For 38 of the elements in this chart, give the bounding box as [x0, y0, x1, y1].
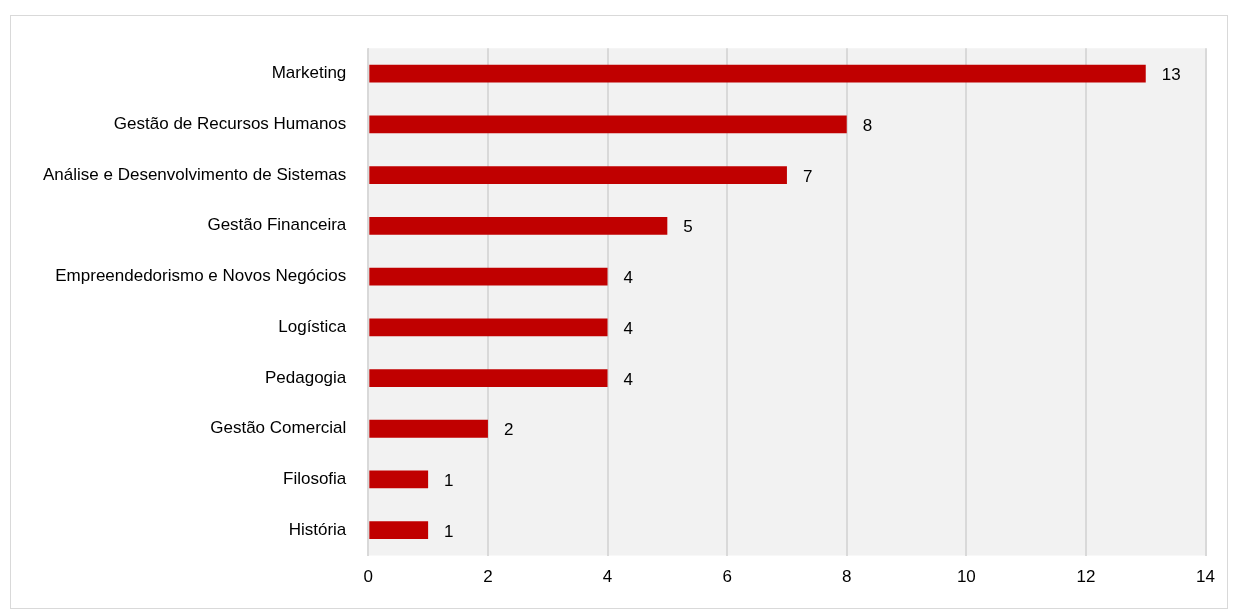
data-label: 13 — [1161, 65, 1181, 85]
x-tick-label: 0 — [363, 567, 374, 587]
y-tick-label: Logística — [278, 316, 347, 336]
bar — [369, 369, 608, 387]
bar — [369, 419, 488, 438]
y-tick-label: Gestão Financeira — [207, 215, 347, 235]
bar — [369, 470, 429, 489]
bar — [369, 216, 668, 235]
y-tick-label: História — [288, 519, 347, 539]
x-tick-label: 10 — [956, 567, 976, 587]
y-tick-label: Análise e Desenvolvimento de Sistemas — [42, 164, 347, 184]
y-tick-label: Pedagogia — [265, 367, 347, 387]
x-tick-label: 2 — [483, 567, 493, 587]
y-tick-label: Gestão de Recursos Humanos — [113, 114, 347, 133]
bar — [369, 318, 608, 337]
data-label: 4 — [623, 268, 633, 288]
data-label: 2 — [503, 420, 514, 440]
x-tick-label: 6 — [722, 567, 732, 587]
data-label: 7 — [802, 166, 813, 186]
x-tick-label: 14 — [1196, 567, 1216, 587]
bar — [369, 521, 429, 540]
bar — [369, 166, 787, 184]
data-label: 4 — [623, 369, 633, 389]
data-label: 8 — [862, 116, 873, 135]
x-tick-label: 12 — [1076, 567, 1096, 587]
x-tick-label: 8 — [842, 567, 852, 587]
data-label: 1 — [444, 471, 454, 491]
x-tick-label: 4 — [602, 567, 613, 587]
y-tick-label: Gestão Comercial — [210, 418, 347, 438]
bar — [369, 64, 1146, 83]
y-tick-label: Filosofia — [283, 469, 347, 489]
data-label: 5 — [683, 217, 693, 237]
y-tick-label: Empreendedorismo e Novos Negócios — [55, 266, 347, 286]
bar — [369, 267, 608, 286]
y-tick-label: Marketing — [271, 63, 347, 83]
bar — [369, 115, 847, 134]
data-label: 1 — [444, 521, 454, 541]
data-label: 4 — [623, 318, 633, 338]
